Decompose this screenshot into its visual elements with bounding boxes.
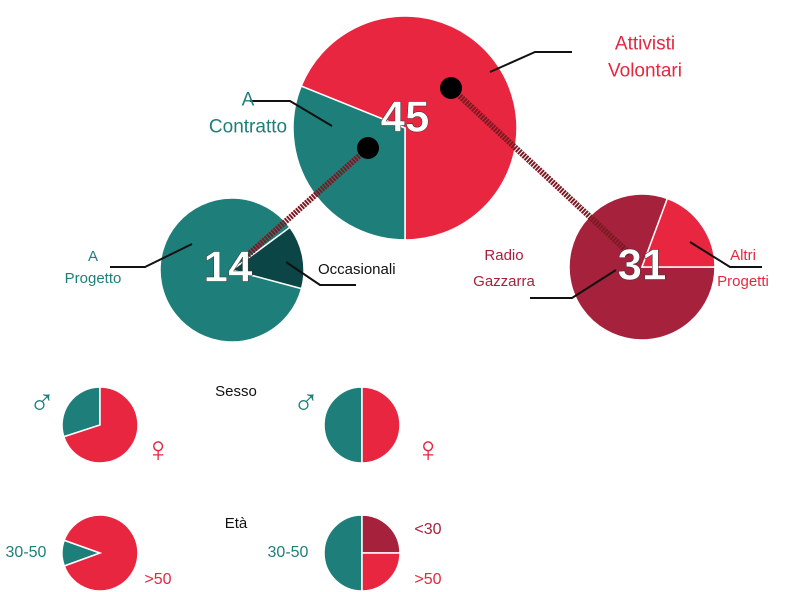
pie-slice — [640, 197, 716, 268]
pie-slice — [63, 514, 139, 592]
connectors — [238, 77, 633, 265]
slice-label: Occasionali — [318, 261, 396, 278]
slice-label: 30-50 — [6, 544, 47, 561]
leader-line — [489, 51, 572, 73]
pies — [61, 15, 716, 592]
slice-label: Altri Progetti — [717, 247, 769, 290]
slice-label: Attivisti Volontari — [608, 34, 682, 82]
pie-title: Età — [225, 515, 248, 532]
leader-line — [110, 243, 193, 268]
pie-slice — [300, 15, 518, 241]
pie-slice — [323, 514, 363, 592]
leader-line — [530, 269, 617, 299]
pie-title: Sesso — [215, 383, 257, 400]
connector-dot — [440, 77, 462, 99]
slice-label: <30 — [414, 521, 441, 538]
slice-label: A Contratto — [209, 90, 287, 138]
slice-label: >50 — [144, 571, 171, 588]
pie-slice — [62, 386, 139, 464]
leader-lines — [110, 51, 762, 299]
leader-line — [285, 261, 356, 286]
slice-label: A Progetto — [65, 248, 122, 287]
pie-total: 45 — [381, 93, 430, 142]
slice-label: 30-50 — [268, 544, 309, 561]
pie-slice — [61, 386, 101, 438]
texts: Attivisti Volontari A Contratto 45 A Progetto O… — [6, 34, 769, 589]
slice-label: ♂ — [29, 382, 56, 423]
connector — [448, 85, 633, 257]
slice-label: ♀ — [415, 429, 442, 470]
pie-total: 31 — [618, 241, 667, 290]
pie-slice — [361, 386, 401, 464]
pie-total: 14 — [204, 243, 253, 292]
slice-label: >50 — [414, 571, 441, 588]
slice-label: ♀ — [145, 429, 172, 470]
slice-label: Radio Gazzarra — [473, 247, 535, 290]
pie-slice — [230, 226, 305, 290]
connector-dot — [357, 137, 379, 159]
leader-line — [689, 241, 762, 268]
pie-slice — [361, 514, 401, 554]
connector — [238, 145, 370, 265]
pie-slice — [361, 552, 401, 592]
slice-label: ♂ — [293, 382, 320, 423]
pie-slice — [323, 386, 363, 464]
leader-line — [250, 100, 333, 127]
